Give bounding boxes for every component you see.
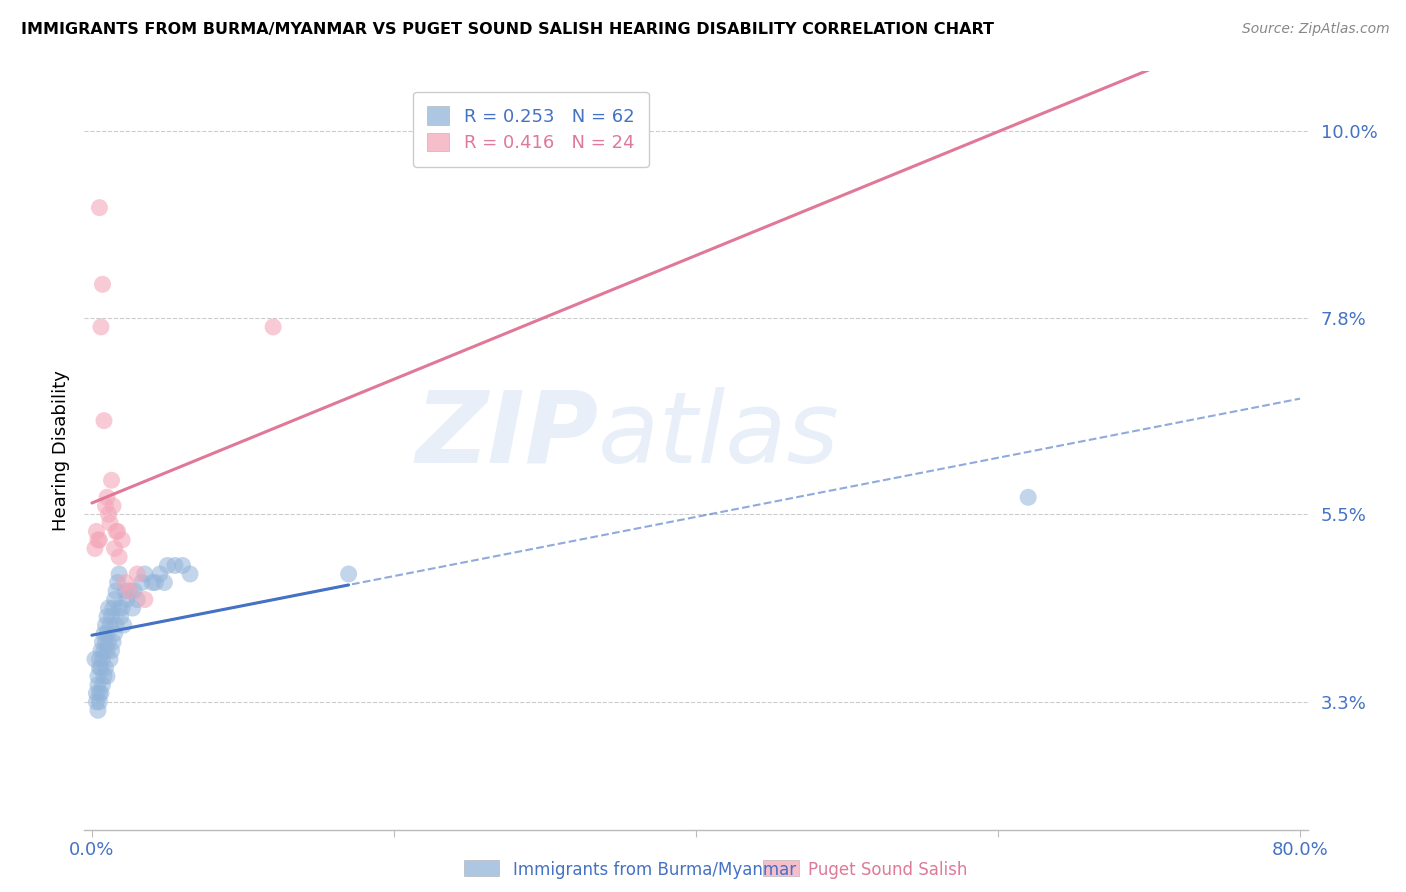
Point <box>108 601 131 615</box>
Point <box>87 533 110 547</box>
Point <box>105 618 128 632</box>
Point <box>108 549 131 564</box>
Point <box>91 652 114 666</box>
Point <box>107 575 129 590</box>
Point <box>156 558 179 573</box>
Point <box>97 508 120 522</box>
Point <box>127 566 149 581</box>
Point <box>103 541 125 556</box>
Text: Immigrants from Burma/Myanmar: Immigrants from Burma/Myanmar <box>513 861 796 879</box>
Point <box>93 414 115 428</box>
Point <box>100 609 122 624</box>
Text: atlas: atlas <box>598 387 839 483</box>
Point <box>86 686 108 700</box>
Point <box>143 575 166 590</box>
Point <box>110 609 132 624</box>
Point <box>87 678 110 692</box>
Point <box>172 558 194 573</box>
Point <box>96 609 118 624</box>
Point <box>93 626 115 640</box>
Point <box>103 626 125 640</box>
Bar <box>763 860 799 876</box>
Bar <box>464 860 499 876</box>
Point <box>100 643 122 657</box>
Point <box>98 618 121 632</box>
Point <box>94 635 117 649</box>
Point <box>114 584 136 599</box>
Point <box>141 575 163 590</box>
Text: ZIP: ZIP <box>415 387 598 483</box>
Point <box>101 499 124 513</box>
Point <box>94 661 117 675</box>
Point <box>134 592 156 607</box>
Point <box>111 533 134 547</box>
Point <box>101 635 124 649</box>
Point <box>134 566 156 581</box>
Point <box>122 584 145 599</box>
Point <box>84 652 107 666</box>
Point <box>90 686 112 700</box>
Point <box>100 473 122 487</box>
Point <box>101 601 124 615</box>
Point <box>98 652 121 666</box>
Point <box>121 601 143 615</box>
Point <box>89 661 111 675</box>
Point <box>94 618 117 632</box>
Point <box>89 686 111 700</box>
Point <box>111 601 134 615</box>
Point <box>94 499 117 513</box>
Point <box>90 661 112 675</box>
Point <box>103 592 125 607</box>
Point <box>107 524 129 539</box>
Point <box>108 566 131 581</box>
Point <box>131 575 153 590</box>
Point <box>179 566 201 581</box>
Point <box>93 643 115 657</box>
Point <box>90 643 112 657</box>
Point <box>127 592 149 607</box>
Point <box>97 601 120 615</box>
Point <box>115 592 138 607</box>
Point <box>87 703 110 717</box>
Point <box>86 695 108 709</box>
Point <box>84 541 107 556</box>
Point <box>262 320 284 334</box>
Point <box>87 669 110 683</box>
Point <box>1017 491 1039 505</box>
Point <box>97 635 120 649</box>
Point <box>96 626 118 640</box>
Text: IMMIGRANTS FROM BURMA/MYANMAR VS PUGET SOUND SALISH HEARING DISABILITY CORRELATI: IMMIGRANTS FROM BURMA/MYANMAR VS PUGET S… <box>21 22 994 37</box>
Point <box>118 584 141 599</box>
Point <box>89 533 111 547</box>
Text: Puget Sound Salish: Puget Sound Salish <box>808 861 967 879</box>
Point <box>118 584 141 599</box>
Point <box>153 575 176 590</box>
Point <box>91 678 114 692</box>
Point <box>90 320 112 334</box>
Point <box>89 695 111 709</box>
Point <box>89 652 111 666</box>
Point <box>149 566 172 581</box>
Point <box>105 584 128 599</box>
Point <box>96 643 118 657</box>
Point <box>337 566 360 581</box>
Point <box>96 491 118 505</box>
Point <box>112 618 135 632</box>
Point <box>96 669 118 683</box>
Y-axis label: Hearing Disability: Hearing Disability <box>52 370 70 531</box>
Point <box>98 516 121 530</box>
Point <box>93 669 115 683</box>
Point <box>91 635 114 649</box>
Legend: R = 0.253   N = 62, R = 0.416   N = 24: R = 0.253 N = 62, R = 0.416 N = 24 <box>413 92 648 167</box>
Point <box>86 524 108 539</box>
Point <box>91 277 114 292</box>
Text: Source: ZipAtlas.com: Source: ZipAtlas.com <box>1241 22 1389 37</box>
Point <box>163 558 186 573</box>
Point <box>105 524 128 539</box>
Point <box>89 201 111 215</box>
Point <box>114 575 136 590</box>
